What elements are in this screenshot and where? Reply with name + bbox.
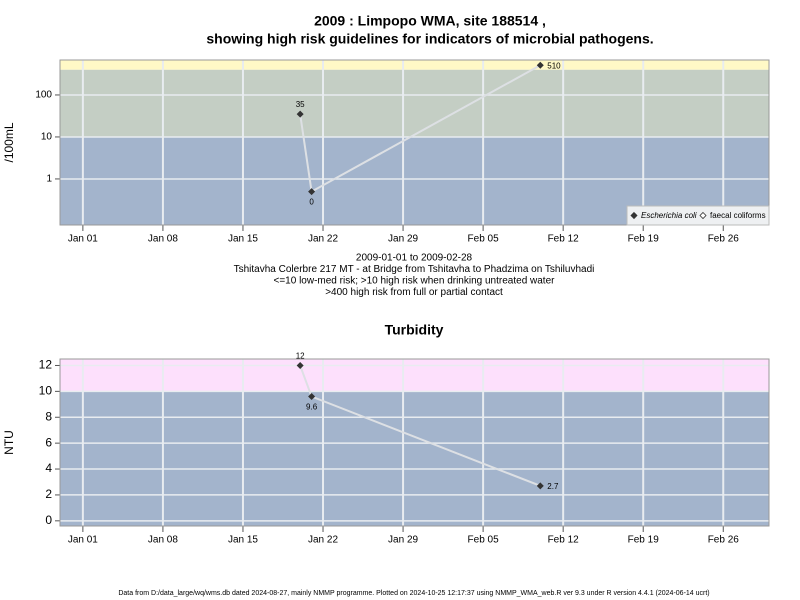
chart-title: Turbidity (385, 322, 444, 338)
y-tick-label: 100 (35, 90, 52, 101)
y-axis-label: NTU (2, 430, 16, 455)
data-label: 35 (296, 100, 305, 109)
legend-marker (699, 211, 707, 220)
y-axis-label: /100mL (2, 122, 16, 162)
risk-band (60, 359, 769, 392)
legend-marker (630, 211, 638, 220)
y-tick-label: 8 (45, 409, 52, 423)
x-tick-label: Jan 01 (68, 234, 98, 245)
chart-title: showing high risk guidelines for indicat… (206, 31, 653, 47)
subtitle: >400 high risk from full or partial cont… (325, 287, 503, 298)
x-tick-label: Feb 12 (548, 535, 580, 546)
y-tick-label: 12 (39, 358, 53, 372)
x-tick-label: Feb 12 (548, 234, 580, 245)
y-tick-label: 10 (41, 132, 53, 143)
risk-band (60, 69, 769, 137)
subtitle: 2009-01-01 to 2009-02-28 (356, 253, 473, 264)
data-label: 9.6 (306, 403, 318, 412)
x-tick-label: Jan 08 (148, 234, 178, 245)
x-tick-label: Jan 01 (68, 535, 98, 546)
x-tick-label: Feb 19 (628, 535, 660, 546)
y-tick-label: 1 (46, 174, 52, 185)
legend-label: faecal coliforms (710, 211, 766, 220)
data-point (296, 361, 304, 369)
legend-box (626, 205, 770, 226)
x-tick-label: Jan 29 (388, 535, 418, 546)
subtitle: <=10 low-med risk; >10 high risk when dr… (274, 276, 556, 287)
chart-title: 2009 : Limpopo WMA, site 188514 , (314, 13, 546, 29)
data-point (308, 393, 316, 401)
plot-frame (59, 358, 770, 527)
x-tick-label: Jan 22 (308, 535, 338, 546)
data-point (296, 110, 304, 118)
y-tick-label: 4 (45, 461, 52, 475)
risk-band (60, 391, 769, 526)
legend-label: Escherichia coli (641, 211, 697, 220)
y-tick-label: 10 (39, 384, 53, 398)
x-tick-label: Feb 26 (708, 535, 740, 546)
x-tick-label: Jan 15 (228, 234, 258, 245)
x-tick-label: Jan 15 (228, 535, 258, 546)
data-label: 510 (547, 61, 561, 70)
x-tick-label: Feb 19 (628, 234, 660, 245)
plot-frame (59, 59, 770, 226)
risk-band (60, 60, 769, 70)
data-label: 12 (296, 352, 305, 361)
data-point (536, 61, 544, 69)
data-point (536, 482, 544, 490)
y-tick-label: 6 (45, 435, 52, 449)
footer: Data from D:/data_large/wq/wms.db dated … (118, 590, 709, 597)
x-tick-label: Jan 22 (308, 234, 338, 245)
data-label: 0 (309, 198, 314, 207)
x-tick-label: Feb 05 (468, 234, 500, 245)
data-label: 2.7 (547, 482, 559, 491)
x-tick-label: Jan 08 (148, 535, 178, 546)
x-tick-label: Feb 26 (708, 234, 740, 245)
x-tick-label: Feb 05 (468, 535, 500, 546)
y-tick-label: 2 (45, 487, 52, 501)
data-point (308, 188, 316, 196)
x-tick-label: Jan 29 (388, 234, 418, 245)
subtitle: Tshitavha Colerbre 217 MT - at Bridge fr… (234, 264, 595, 275)
y-tick-label: 0 (45, 513, 52, 527)
